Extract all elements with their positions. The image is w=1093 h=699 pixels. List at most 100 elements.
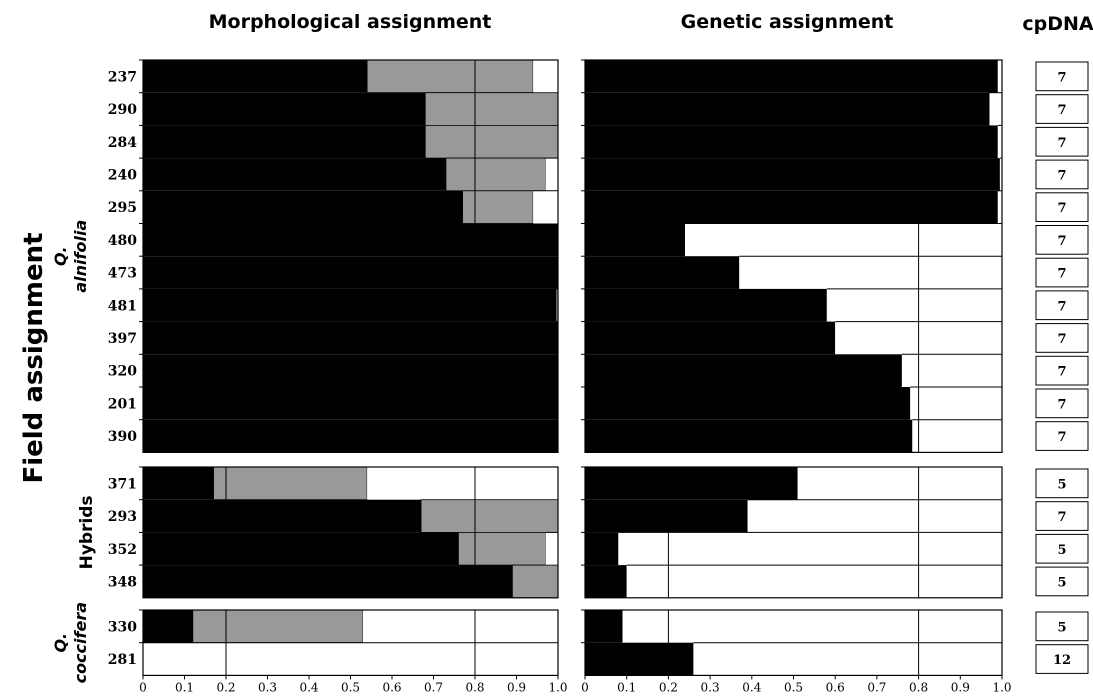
cpdna-box-371 bbox=[1035, 468, 1089, 499]
x-tick-label: 0.4 bbox=[299, 680, 318, 694]
gen-bar-black-397 bbox=[585, 321, 836, 355]
gen-bar-white-281 bbox=[693, 642, 1002, 676]
gen-bar-black-330 bbox=[585, 610, 623, 643]
sample-id-281: 281 bbox=[108, 652, 137, 668]
cpdna-box-240 bbox=[1035, 159, 1089, 190]
group-label-name: coccifera bbox=[71, 602, 90, 683]
morph-bar-black-240 bbox=[143, 158, 446, 191]
morph-bar-black-371 bbox=[143, 467, 214, 500]
x-tick-label: 0 bbox=[139, 680, 147, 694]
gen-bar-white-481 bbox=[826, 288, 1002, 322]
sample-id-352: 352 bbox=[108, 542, 137, 558]
morph-bar-black-481 bbox=[143, 288, 556, 322]
cpdna-box-481 bbox=[1035, 290, 1089, 321]
gen-bar-white-293 bbox=[747, 499, 1002, 533]
cpdna-box-293 bbox=[1035, 501, 1089, 531]
sample-id-481: 481 bbox=[108, 298, 137, 314]
gen-bar-white-295 bbox=[997, 190, 1002, 224]
sample-id-240: 240 bbox=[108, 167, 137, 183]
morph-bar-black-320 bbox=[143, 354, 558, 387]
cpdna-value-480: 7 bbox=[1057, 234, 1066, 249]
morph-bar-black-293 bbox=[143, 499, 422, 533]
morph-bar-grey-237 bbox=[366, 59, 534, 94]
morph-bar-black-284 bbox=[143, 125, 426, 159]
gen-bar-white-320 bbox=[901, 354, 1002, 387]
gen-bar-black-290 bbox=[585, 92, 990, 126]
morph-bar-white-237 bbox=[533, 60, 558, 93]
gen-bar-black-281 bbox=[585, 642, 694, 676]
group-label-name: alnifolia bbox=[71, 220, 90, 293]
gen-panel-frame bbox=[584, 466, 1003, 599]
morph-bar-white-352 bbox=[545, 532, 558, 566]
x-tick-label: 0.1 bbox=[175, 680, 194, 694]
group-label-italic: Q. bbox=[51, 633, 70, 653]
gen-bar-black-293 bbox=[585, 499, 748, 533]
morph-bar-grey-330 bbox=[192, 609, 364, 644]
gen-bar-black-284 bbox=[585, 125, 998, 159]
morph-bar-black-295 bbox=[143, 190, 463, 224]
x-tick-label: 0.6 bbox=[382, 680, 401, 694]
group-label-1: Hybrids bbox=[77, 495, 97, 569]
sample-id-348: 348 bbox=[108, 574, 137, 590]
gen-bar-white-371 bbox=[797, 467, 1002, 500]
cpdna-value-371: 5 bbox=[1057, 477, 1066, 492]
morph-bar-black-397 bbox=[143, 321, 558, 355]
x-tick-label: 0.1 bbox=[617, 680, 636, 694]
gen-bar-black-320 bbox=[585, 354, 902, 387]
morph-bar-white-295 bbox=[533, 190, 558, 224]
group-label-2: Q. coccifera bbox=[51, 602, 90, 683]
gen-bar-black-371 bbox=[585, 467, 798, 500]
x-tick-label: 0.8 bbox=[909, 680, 928, 694]
y-axis-label: Field assignment bbox=[19, 232, 49, 483]
x-tick-label: 0.9 bbox=[951, 680, 970, 694]
cpdna-value-284: 7 bbox=[1057, 136, 1066, 151]
x-tick-label: 0.7 bbox=[867, 680, 886, 694]
cpdna-box-473 bbox=[1035, 257, 1089, 288]
gen-bar-white-348 bbox=[626, 565, 1002, 598]
gen-bar-black-295 bbox=[585, 190, 998, 224]
morph-bar-grey-284 bbox=[424, 125, 559, 159]
x-tick-label: 0.6 bbox=[826, 680, 845, 694]
title-cpdna: cpDNA bbox=[1022, 13, 1093, 35]
gen-bar-white-480 bbox=[685, 223, 1002, 257]
morph-panel-frame bbox=[142, 466, 559, 599]
sample-id-295: 295 bbox=[108, 200, 137, 216]
cpdna-value-473: 7 bbox=[1057, 267, 1066, 282]
gen-bar-black-390 bbox=[585, 419, 913, 453]
cpdna-box-330 bbox=[1035, 611, 1089, 642]
cpdna-box-320 bbox=[1035, 355, 1089, 386]
gen-bar-black-473 bbox=[585, 256, 740, 289]
morph-bar-black-330 bbox=[143, 610, 193, 643]
x-tick-label: 1.0 bbox=[992, 680, 1011, 694]
gen-bar-white-390 bbox=[912, 419, 1002, 453]
morph-bar-black-390 bbox=[143, 419, 558, 453]
gen-bar-white-352 bbox=[618, 532, 1002, 566]
cpdna-box-352 bbox=[1035, 533, 1089, 564]
morph-bar-white-371 bbox=[367, 467, 558, 500]
sample-id-290: 290 bbox=[108, 102, 137, 118]
gen-bar-white-284 bbox=[997, 125, 1002, 159]
gen-bar-black-240 bbox=[585, 158, 1000, 191]
morph-bar-black-348 bbox=[143, 565, 513, 598]
x-tick-label: 0.3 bbox=[258, 680, 277, 694]
cpdna-value-348: 5 bbox=[1057, 575, 1066, 590]
cpdna-value-320: 7 bbox=[1057, 365, 1066, 380]
x-tick-label: 0.5 bbox=[784, 680, 803, 694]
morph-bar-grey-352 bbox=[457, 532, 546, 566]
sample-id-371: 371 bbox=[108, 476, 137, 492]
morph-bar-white-281 bbox=[143, 642, 558, 676]
cpdna-value-330: 5 bbox=[1057, 620, 1066, 635]
gen-bar-white-201 bbox=[910, 387, 1002, 420]
cpdna-box-201 bbox=[1035, 388, 1089, 419]
morph-bar-black-290 bbox=[143, 92, 426, 126]
morph-bar-grey-371 bbox=[213, 466, 368, 501]
cpdna-box-281 bbox=[1035, 644, 1089, 674]
morph-panel-frame bbox=[142, 59, 559, 453]
x-tick-label: 0.3 bbox=[701, 680, 720, 694]
cpdna-box-295 bbox=[1035, 192, 1089, 223]
cpdna-box-290 bbox=[1035, 94, 1089, 124]
morph-bar-white-240 bbox=[545, 158, 558, 191]
cpdna-box-390 bbox=[1035, 421, 1089, 451]
morph-bar-black-473 bbox=[143, 256, 558, 289]
cpdna-value-352: 5 bbox=[1057, 543, 1066, 558]
